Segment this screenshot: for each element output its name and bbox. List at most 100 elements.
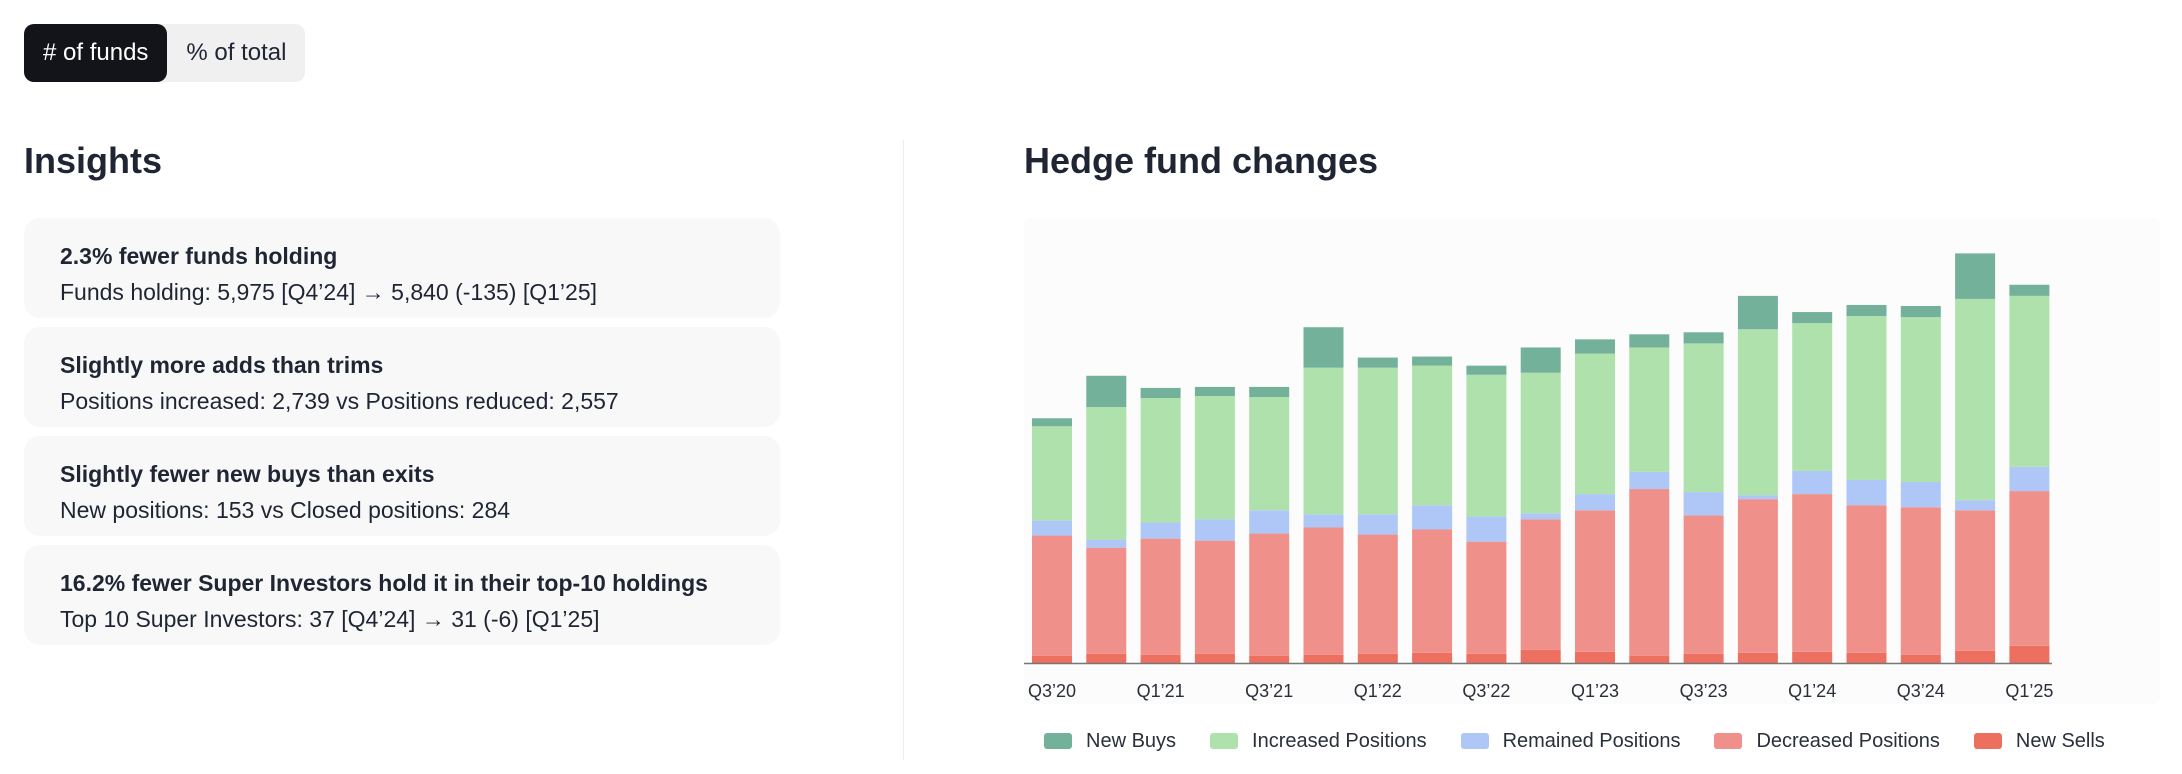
bar-segment-increased-positions[interactable] (1466, 374, 1507, 517)
bar-segment-new-buys[interactable] (1249, 386, 1290, 398)
bar-segment-new-sells[interactable] (1249, 655, 1290, 663)
bar-segment-new-sells[interactable] (1520, 649, 1561, 663)
bar-segment-new-sells[interactable] (1140, 654, 1181, 663)
bar-segment-new-buys[interactable] (1086, 375, 1127, 408)
bar-segment-decreased-positions[interactable] (1737, 499, 1778, 653)
bar-segment-new-buys[interactable] (1194, 386, 1235, 396)
bar-segment-remained-positions[interactable] (1194, 519, 1235, 541)
bar-segment-new-buys[interactable] (1683, 332, 1724, 344)
bar-segment-new-sells[interactable] (1900, 654, 1941, 663)
bar-segment-decreased-positions[interactable] (1683, 515, 1724, 654)
bar-segment-increased-positions[interactable] (1629, 347, 1670, 472)
bar-segment-increased-positions[interactable] (2009, 295, 2050, 467)
legend-item-new-sells[interactable]: New Sells (1973, 730, 2105, 753)
bar-segment-new-buys[interactable] (1792, 312, 1833, 324)
bar-segment-new-buys[interactable] (1629, 334, 1670, 348)
bar-segment-remained-positions[interactable] (1737, 495, 1778, 500)
bar-segment-new-buys[interactable] (1412, 356, 1453, 366)
bar-segment-decreased-positions[interactable] (1357, 534, 1398, 654)
bar-segment-new-sells[interactable] (1955, 650, 1996, 663)
bar-segment-remained-positions[interactable] (1520, 513, 1561, 520)
bar-segment-remained-positions[interactable] (1792, 470, 1833, 495)
bar-segment-increased-positions[interactable] (1955, 298, 1996, 501)
bar-segment-increased-positions[interactable] (1032, 426, 1072, 521)
bar-segment-new-buys[interactable] (1466, 365, 1507, 375)
bar-segment-remained-positions[interactable] (1032, 520, 1072, 536)
bar-segment-new-sells[interactable] (2009, 645, 2050, 663)
bar-segment-new-buys[interactable] (1357, 357, 1398, 368)
bar-segment-new-buys[interactable] (1303, 327, 1344, 368)
bar-segment-new-sells[interactable] (1629, 655, 1670, 663)
bar-segment-decreased-positions[interactable] (1900, 507, 1941, 655)
bar-segment-decreased-positions[interactable] (1032, 535, 1072, 656)
bar-segment-decreased-positions[interactable] (1792, 494, 1833, 652)
bar-segment-new-buys[interactable] (1737, 295, 1778, 330)
bar-segment-remained-positions[interactable] (1683, 492, 1724, 516)
bar-segment-remained-positions[interactable] (1629, 471, 1670, 490)
bar-segment-increased-positions[interactable] (1846, 316, 1887, 480)
bar-segment-remained-positions[interactable] (1249, 510, 1290, 534)
toggle-num-funds[interactable]: # of funds (24, 24, 168, 82)
bar-segment-new-sells[interactable] (1466, 653, 1507, 663)
legend-item-new-buys[interactable]: New Buys (1044, 730, 1176, 753)
bar-segment-new-sells[interactable] (1032, 655, 1072, 663)
legend-item-remained-positions[interactable]: Remained Positions (1460, 730, 1680, 753)
legend-item-increased-positions[interactable]: Increased Positions (1210, 730, 1427, 753)
bar-segment-remained-positions[interactable] (1900, 481, 1941, 508)
bar-segment-increased-positions[interactable] (1303, 367, 1344, 515)
bar-segment-decreased-positions[interactable] (1575, 510, 1615, 652)
bar-segment-increased-positions[interactable] (1900, 317, 1941, 482)
bar-segment-increased-positions[interactable] (1249, 397, 1290, 511)
bar-segment-decreased-positions[interactable] (1629, 489, 1670, 656)
bar-segment-new-sells[interactable] (1357, 653, 1398, 663)
bar-segment-new-sells[interactable] (1792, 651, 1833, 663)
bar-segment-new-buys[interactable] (1575, 339, 1615, 354)
bar-segment-decreased-positions[interactable] (1466, 541, 1507, 654)
bar-segment-decreased-positions[interactable] (1846, 505, 1887, 653)
bar-segment-remained-positions[interactable] (1086, 539, 1127, 548)
bar-segment-decreased-positions[interactable] (1520, 519, 1561, 650)
bar-segment-new-sells[interactable] (1194, 653, 1235, 663)
bar-segment-increased-positions[interactable] (1412, 365, 1453, 506)
bar-segment-decreased-positions[interactable] (1303, 527, 1344, 655)
bar-segment-new-sells[interactable] (1737, 652, 1778, 663)
bar-segment-increased-positions[interactable] (1194, 396, 1235, 520)
bar-segment-new-buys[interactable] (1032, 418, 1072, 427)
bar-segment-new-buys[interactable] (1520, 347, 1561, 373)
bar-segment-new-sells[interactable] (1303, 654, 1344, 663)
bar-segment-decreased-positions[interactable] (1249, 533, 1290, 656)
bar-segment-new-buys[interactable] (1900, 305, 1941, 318)
bar-segment-increased-positions[interactable] (1140, 398, 1181, 523)
bar-segment-new-sells[interactable] (1683, 653, 1724, 663)
toggle-pct-total[interactable]: % of total (186, 39, 287, 66)
bar-segment-remained-positions[interactable] (1412, 505, 1453, 530)
bar-segment-new-buys[interactable] (1955, 253, 1996, 299)
bar-segment-remained-positions[interactable] (1140, 522, 1181, 539)
bar-segment-increased-positions[interactable] (1792, 323, 1833, 471)
bar-segment-remained-positions[interactable] (1466, 516, 1507, 542)
bar-segment-increased-positions[interactable] (1575, 353, 1615, 495)
bar-segment-remained-positions[interactable] (1575, 494, 1615, 511)
bar-segment-decreased-positions[interactable] (1086, 547, 1127, 654)
bar-segment-decreased-positions[interactable] (1412, 529, 1453, 653)
bar-segment-increased-positions[interactable] (1357, 367, 1398, 515)
bar-segment-decreased-positions[interactable] (1140, 538, 1181, 655)
bar-segment-increased-positions[interactable] (1737, 329, 1778, 496)
bar-segment-new-buys[interactable] (1846, 304, 1887, 317)
bar-segment-decreased-positions[interactable] (2009, 491, 2050, 646)
bar-segment-remained-positions[interactable] (2009, 466, 2050, 492)
bar-segment-new-sells[interactable] (1575, 651, 1615, 663)
bar-segment-new-sells[interactable] (1412, 652, 1453, 663)
bar-segment-remained-positions[interactable] (1955, 500, 1996, 511)
bar-segment-new-buys[interactable] (2009, 284, 2050, 296)
bar-segment-increased-positions[interactable] (1086, 407, 1127, 540)
bar-segment-new-sells[interactable] (1086, 653, 1127, 663)
bar-segment-increased-positions[interactable] (1520, 372, 1561, 514)
bar-segment-increased-positions[interactable] (1683, 343, 1724, 493)
bar-segment-new-sells[interactable] (1846, 652, 1887, 663)
bar-segment-remained-positions[interactable] (1846, 479, 1887, 506)
bar-segment-remained-positions[interactable] (1303, 514, 1344, 528)
bar-segment-decreased-positions[interactable] (1194, 540, 1235, 654)
bar-segment-remained-positions[interactable] (1357, 514, 1398, 535)
bar-segment-new-buys[interactable] (1140, 387, 1181, 399)
